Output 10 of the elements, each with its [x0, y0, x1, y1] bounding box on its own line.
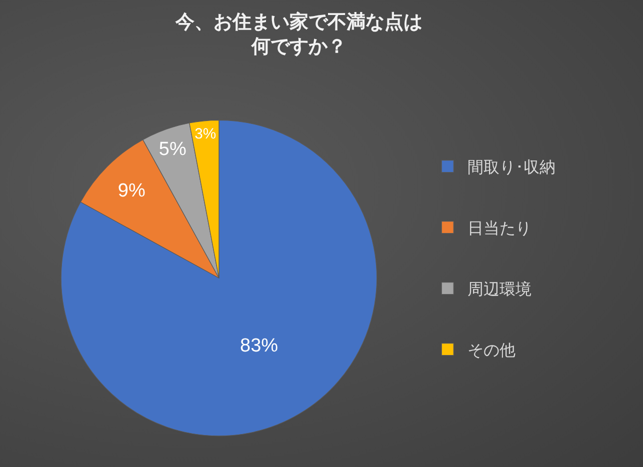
legend-label: 周辺環境: [468, 280, 532, 299]
data-label: 9%: [118, 180, 146, 202]
legend-label: その他: [468, 342, 516, 360]
legend-label: 日当たり: [468, 220, 532, 238]
data-label: 83%: [240, 335, 278, 356]
chart-title: 今、お住まい家で不満な点は何ですか？: [174, 11, 422, 58]
pie-slice: [60, 120, 377, 436]
data-label: 3%: [194, 126, 216, 143]
legend-label: 間取り･収納: [468, 158, 556, 177]
data-label: 5%: [158, 139, 186, 160]
